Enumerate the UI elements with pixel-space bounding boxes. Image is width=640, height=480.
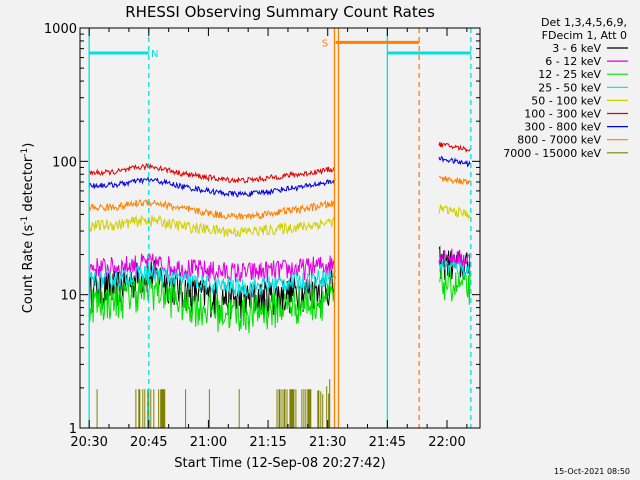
legend-label-7000-15000-kev: 7000 - 15000 keV <box>503 147 601 160</box>
series-25-50-kev <box>88 258 471 297</box>
legend-label-50-100-kev: 50 - 100 keV <box>531 94 601 107</box>
legend-label-3-6-kev: 3 - 6 keV <box>552 42 601 55</box>
series-line-post-25-50-kev <box>439 258 471 277</box>
legend: Det 1,3,4,5,6,9, FDecim 1, Att 0 3 - 6 k… <box>503 16 628 160</box>
legend-header-line-2: FDecim 1, Att 0 <box>542 29 627 42</box>
x-tick-label-21-30: 21:30 <box>309 435 346 450</box>
plot-frame <box>79 27 481 429</box>
series-6-12-kev <box>88 248 471 285</box>
legend-item-100-300-kev: 100 - 300 keV <box>524 108 628 121</box>
series-line-post-300-800-kev <box>438 156 471 168</box>
flag-label-n: N <box>151 49 158 60</box>
legend-label-100-300-kev: 100 - 300 keV <box>524 108 601 121</box>
chart-title: RHESSI Observing Summary Count Rates <box>125 3 435 21</box>
x-tick-label-22-00: 22:00 <box>428 435 465 450</box>
series-line-800-7000-kev <box>88 198 336 221</box>
series-line-post-100-300-kev <box>438 142 471 154</box>
plot-area: NS <box>88 28 472 428</box>
x-tick-label-21-15: 21:15 <box>249 435 286 450</box>
y-tick-label-100: 100 <box>52 155 77 170</box>
series-7000-15000-kev <box>96 379 331 428</box>
y-axis-label: Count Rate (s-1 detector-1) <box>20 143 36 314</box>
series-800-7000-kev <box>88 175 471 221</box>
axes: 1 10 100 1000 20:30 20:45 21:00 21:15 21:30 21:45… <box>44 22 480 450</box>
series-line-25-50-kev <box>88 264 336 297</box>
legend-label-6-12-kev: 6 - 12 keV <box>545 55 601 68</box>
legend-label-300-800-kev: 300 - 800 keV <box>524 121 601 134</box>
series-line-300-800-kev <box>88 176 336 198</box>
legend-label-25-50-kev: 25 - 50 keV <box>538 81 601 94</box>
legend-label-12-25-kev: 12 - 25 keV <box>538 68 601 81</box>
legend-item-300-800-kev: 300 - 800 keV <box>524 121 628 134</box>
series-line-6-12-kev <box>88 253 336 285</box>
legend-item-7000-15000-kev: 7000 - 15000 keV <box>503 147 628 160</box>
series-line-7000-15000-kev <box>96 379 331 428</box>
series-300-800-kev <box>88 156 471 198</box>
series-line-100-300-kev <box>88 163 336 184</box>
series-line-50-100-kev <box>88 214 336 238</box>
y-tick-label-1: 1 <box>69 422 77 437</box>
legend-item-3-6-kev: 3 - 6 keV <box>552 42 628 55</box>
legend-item-6-12-kev: 6 - 12 keV <box>545 55 628 68</box>
x-axis-label: Start Time (12-Sep-08 20:27:42) <box>174 456 385 471</box>
legend-item-800-7000-kev: 800 - 7000 keV <box>517 134 628 147</box>
x-tick-label-20-45: 20:45 <box>130 435 167 450</box>
series-100-300-kev <box>88 142 471 184</box>
series-line-post-50-100-kev <box>438 204 471 219</box>
series-line-post-800-7000-kev <box>438 175 471 185</box>
legend-header-line-1: Det 1,3,4,5,6,9, <box>541 16 627 29</box>
legend-item-25-50-kev: 25 - 50 keV <box>538 81 628 94</box>
legend-label-800-7000-kev: 800 - 7000 keV <box>517 134 601 147</box>
series-line-12-25-kev <box>88 273 336 334</box>
legend-item-12-25-kev: 12 - 25 keV <box>538 68 628 81</box>
y-tick-label-10: 10 <box>60 289 77 304</box>
y-tick-label-1000: 1000 <box>44 22 77 37</box>
series-50-100-kev <box>88 204 471 238</box>
legend-item-50-100-kev: 50 - 100 keV <box>531 94 628 107</box>
x-tick-label-21-45: 21:45 <box>369 435 406 450</box>
x-tick-label-20-30: 20:30 <box>70 435 107 450</box>
series-line-post-6-12-kev <box>438 248 471 268</box>
flag-label-s: S <box>322 38 328 49</box>
footer-timestamp: 15-Oct-2021 08:50 <box>554 467 630 476</box>
x-tick-label-21-00: 21:00 <box>190 435 227 450</box>
